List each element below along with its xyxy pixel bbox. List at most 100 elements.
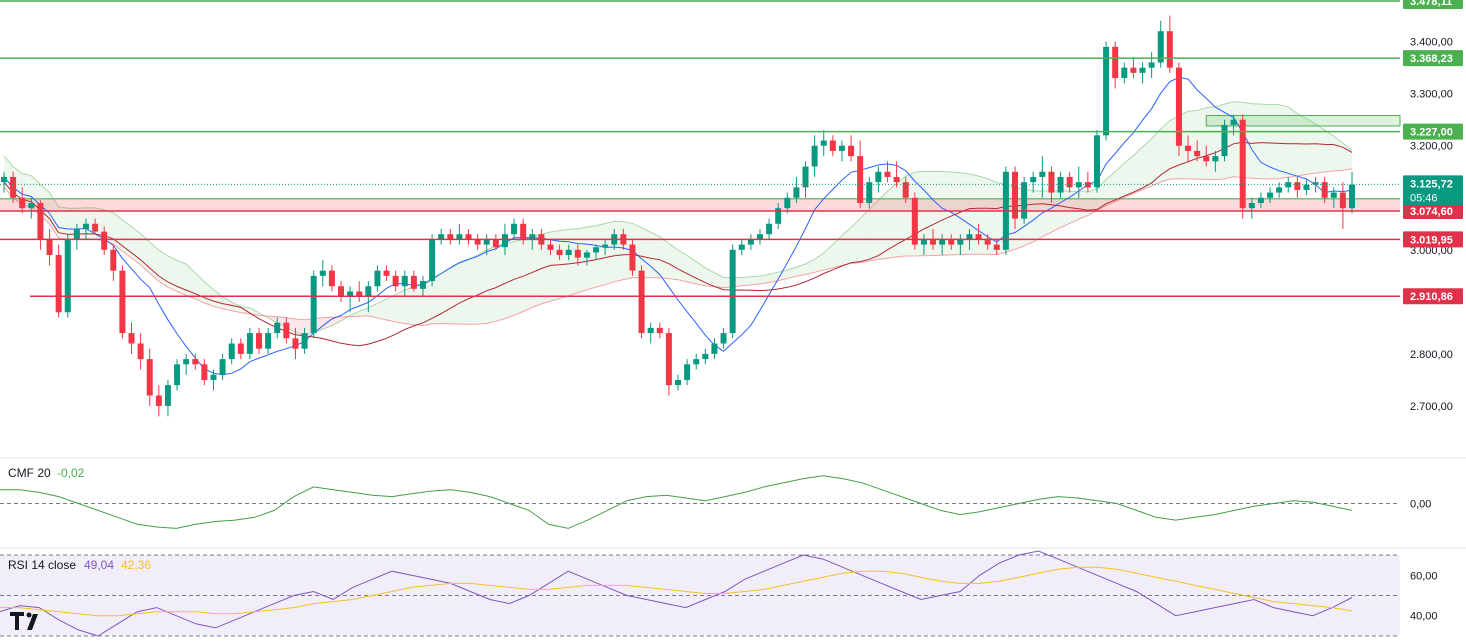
ichimoku-cloud-segment xyxy=(969,173,979,255)
resistance-zone xyxy=(0,198,1400,211)
candle-body xyxy=(702,353,709,360)
ichimoku-cloud-segment xyxy=(413,283,423,326)
ichimoku-cloud-segment xyxy=(58,206,68,240)
candle-body xyxy=(492,239,499,248)
ichimoku-cloud-segment xyxy=(1260,104,1271,179)
candle-body xyxy=(228,343,235,360)
ichimoku-cloud-segment xyxy=(705,267,715,287)
candle-body xyxy=(1093,135,1100,188)
candle-body xyxy=(848,145,855,157)
candle-body xyxy=(1103,46,1110,136)
candle-body xyxy=(1148,62,1155,68)
candle-body xyxy=(419,281,426,289)
candle-body xyxy=(747,239,754,245)
ichimoku-cloud-segment xyxy=(177,260,187,296)
candle-body xyxy=(1057,176,1064,193)
rsi-legend-value: 49,04 xyxy=(84,558,114,572)
candle-body xyxy=(119,270,126,334)
cmf-line xyxy=(0,475,1353,529)
candle-body xyxy=(784,197,791,209)
candle-body xyxy=(629,244,636,271)
candle-body xyxy=(365,286,372,297)
candle-body xyxy=(137,343,144,360)
ichimoku-cloud-segment xyxy=(359,307,369,317)
candle-body xyxy=(866,182,873,203)
candle-body xyxy=(174,364,181,386)
candle-body xyxy=(1021,182,1028,219)
candle-body xyxy=(410,275,417,289)
candle-body xyxy=(265,333,272,349)
ichimoku-cloud-segment xyxy=(823,244,833,270)
candle-body xyxy=(656,327,663,334)
ichimoku-span-b-line xyxy=(3,168,1353,327)
candle-body xyxy=(1212,156,1219,162)
candle-body xyxy=(82,223,89,229)
candle-body xyxy=(1030,176,1037,183)
level-price-label: 3.074,60 xyxy=(1410,206,1453,218)
ichimoku-cloud-segment xyxy=(951,171,961,255)
candle-body xyxy=(948,239,955,245)
candle-body xyxy=(529,234,536,240)
ichimoku-cloud-segment xyxy=(213,289,223,309)
candle-body xyxy=(775,208,782,224)
candle-body xyxy=(256,333,263,349)
candle-body xyxy=(1248,202,1255,209)
candle-body xyxy=(237,343,244,354)
level-price-label: 2.910,86 xyxy=(1410,291,1453,303)
candle-body xyxy=(1239,119,1246,209)
candle-body xyxy=(46,239,53,256)
candle-body xyxy=(328,270,335,287)
ichimoku-cloud-segment xyxy=(222,297,232,311)
ichimoku-cloud-segment xyxy=(869,200,879,261)
price-tick-label: 3.200,00 xyxy=(1410,141,1453,153)
ichimoku-cloud-segment xyxy=(659,236,669,279)
ichimoku-cloud-segment xyxy=(678,250,688,282)
ichimoku-cloud-segment xyxy=(586,225,597,290)
candle-body xyxy=(930,239,937,245)
candle-body xyxy=(474,239,481,245)
candle-body xyxy=(1139,67,1146,73)
ichimoku-cloud-segment xyxy=(268,316,278,323)
rsi-panel: 60,00 40,00 xyxy=(0,550,1438,637)
ichimoku-cloud-segment xyxy=(1124,155,1134,198)
rsi-legend-title: RSI 14 close xyxy=(8,558,76,572)
ichimoku-cloud-segment xyxy=(377,299,387,320)
ichimoku-cloud-segment xyxy=(841,227,852,266)
candle-body xyxy=(1012,171,1018,219)
candle-body xyxy=(984,239,991,245)
candle-body xyxy=(1339,192,1346,209)
ichimoku-cloud-segment xyxy=(49,192,59,238)
candle-body xyxy=(793,187,800,198)
candle-body xyxy=(911,197,918,245)
ichimoku-cloud-segment xyxy=(131,226,141,265)
ichimoku-cloud-segment xyxy=(650,232,660,278)
ichimoku-cloud-segment xyxy=(386,294,396,322)
tradingview-logo xyxy=(10,612,38,630)
candle-body xyxy=(401,275,408,287)
ichimoku-cloud-segment xyxy=(495,243,505,322)
candle-body xyxy=(1075,182,1082,188)
ichimoku-span-a-line xyxy=(3,101,1353,336)
candle-body xyxy=(447,234,454,240)
candle-body xyxy=(893,176,900,183)
level-price-label: 3.227,00 xyxy=(1410,127,1453,139)
price-tick-label: 3.400,00 xyxy=(1410,37,1453,49)
candle-body xyxy=(183,359,190,365)
candle-body xyxy=(128,333,135,344)
level-price-label: 3.478,11 xyxy=(1410,0,1452,8)
candle-body xyxy=(875,171,882,183)
ichimoku-cloud-segment xyxy=(878,191,888,260)
ichimoku-cloud-segment xyxy=(814,253,824,273)
ichimoku-cloud-segment xyxy=(1324,130,1334,173)
candle-body xyxy=(638,270,645,334)
candle-body xyxy=(556,249,563,256)
ichimoku-cloud-segment xyxy=(805,259,815,275)
ichimoku-cloud-segment xyxy=(450,263,460,325)
ichimoku-cloud-segment xyxy=(1206,106,1216,180)
candle-body xyxy=(374,270,381,287)
rsi-ma-legend-value: 42,36 xyxy=(121,558,151,572)
candle-body xyxy=(1,176,7,183)
ichimoku-cloud-segment xyxy=(1160,120,1170,183)
candle-body xyxy=(811,145,818,167)
